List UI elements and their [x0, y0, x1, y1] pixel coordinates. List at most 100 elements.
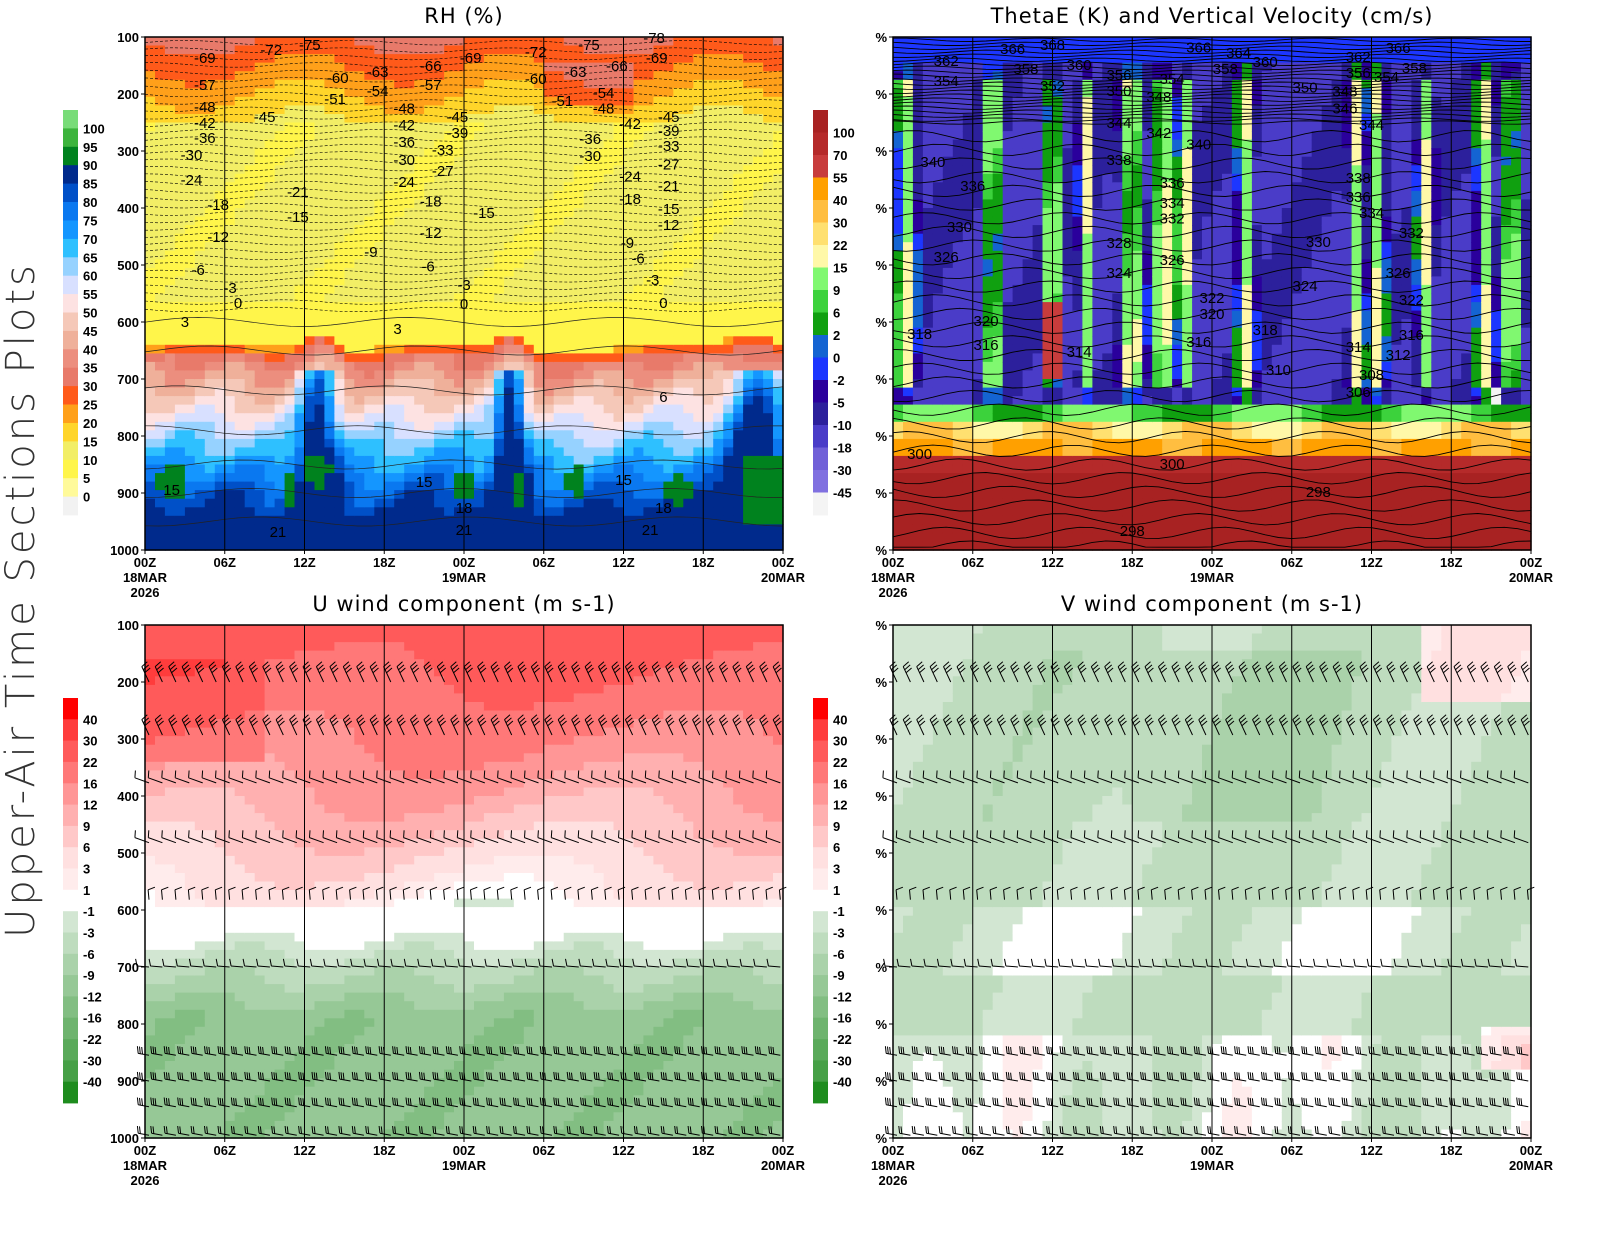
- contour-cell: [563, 182, 575, 192]
- contour-cell: [264, 233, 276, 243]
- contour-cell: [962, 259, 974, 269]
- contour-cell: [643, 370, 654, 380]
- contour-cell: [593, 267, 605, 278]
- contour-cell: [284, 490, 296, 500]
- contour-cell: [474, 208, 485, 218]
- contour-cell: [763, 430, 774, 440]
- contour-cell: [234, 293, 246, 303]
- contour-cell: [1002, 173, 1014, 183]
- contour-cell: [992, 173, 1004, 183]
- contour-cell: [723, 413, 734, 423]
- contour-cell: [334, 199, 345, 209]
- contour-cell: [483, 413, 495, 423]
- contour-cell: [613, 156, 625, 166]
- contour-cell: [354, 379, 365, 389]
- contour-cell: [992, 319, 1004, 329]
- contour-cell: [294, 413, 306, 423]
- contour-cell: [155, 131, 166, 141]
- contour-cell: [733, 242, 744, 252]
- contour-cell: [623, 190, 635, 201]
- contour-cell: [593, 182, 605, 192]
- contour-cell: [603, 250, 615, 260]
- contour-cell: [513, 515, 525, 525]
- contour-cell: [454, 532, 465, 543]
- contour-cell: [932, 88, 944, 98]
- contour-cell: [683, 490, 694, 500]
- contour-cell: [394, 293, 405, 303]
- contour-cell: [155, 114, 166, 124]
- contour-cell: [992, 310, 1004, 320]
- contour-cell: [613, 481, 625, 491]
- contour-cell: [1012, 45, 1024, 55]
- contour-cell: [344, 455, 355, 466]
- contour-cell: [294, 173, 306, 183]
- contour-cell: [982, 250, 994, 260]
- contour-cell: [304, 173, 316, 183]
- contour-cell: [414, 396, 425, 406]
- contour-cell: [174, 541, 186, 551]
- contour-cell: [274, 370, 286, 380]
- contour-cell: [972, 396, 984, 406]
- contour-cell: [444, 54, 455, 64]
- contour-cell: [573, 131, 585, 141]
- contour-cell: [234, 208, 246, 218]
- contour-label: -60: [525, 71, 547, 88]
- contour-cell: [733, 190, 744, 201]
- contour-cell: [244, 404, 256, 414]
- contour-cell: [623, 515, 635, 525]
- contour-cell: [703, 361, 714, 372]
- contour-cell: [753, 507, 764, 517]
- contour-cell: [593, 310, 605, 320]
- contour-cell: [573, 62, 585, 72]
- contour-cell: [244, 139, 256, 149]
- contour-cell: [753, 293, 764, 303]
- contour-cell: [613, 62, 625, 72]
- contour-cell: [513, 327, 525, 337]
- contour-cell: [673, 114, 684, 124]
- contour-cell: [713, 379, 724, 389]
- contour-cell: [155, 293, 166, 303]
- contour-cell: [982, 233, 994, 243]
- contour-cell: [264, 361, 276, 372]
- contour-cell: [643, 45, 654, 55]
- contour-cell: [354, 139, 365, 149]
- contour-cell: [733, 396, 744, 406]
- contour-cell: [204, 62, 216, 72]
- contour-cell: [693, 498, 704, 508]
- contour-cell: [184, 88, 196, 98]
- contour-cell: [503, 404, 515, 414]
- contour-cell: [184, 464, 196, 474]
- contour-cell: [264, 190, 276, 201]
- contour-cell: [493, 199, 505, 209]
- contour-cell: [424, 267, 435, 278]
- contour-cell: [1032, 79, 1044, 89]
- contour-cell: [204, 455, 216, 466]
- contour-cell: [673, 438, 684, 449]
- contour-cell: [1032, 182, 1044, 192]
- contour-cell: [703, 404, 714, 414]
- contour-cell: [723, 421, 734, 431]
- contour-cell: [713, 490, 724, 500]
- contour-cell: [174, 430, 186, 440]
- contour-cell: [214, 473, 226, 483]
- contour-cell: [374, 96, 385, 106]
- contour-cell: [763, 490, 774, 500]
- contour-cell: [982, 293, 994, 303]
- contour-cell: [663, 242, 674, 252]
- contour-cell: [244, 216, 256, 226]
- contour-cell: [703, 515, 714, 525]
- contour-cell: [464, 404, 475, 414]
- contour-cell: [284, 353, 296, 363]
- contour-cell: [454, 45, 465, 55]
- contour-cell: [314, 319, 326, 329]
- contour-cell: [573, 105, 585, 115]
- contour-cell: [344, 45, 355, 55]
- contour-cell: [155, 259, 166, 269]
- contour-cell: [773, 208, 784, 218]
- contour-cell: [384, 387, 395, 397]
- contour-cell: [324, 122, 335, 132]
- contour-cell: [384, 225, 395, 235]
- contour-cell: [543, 396, 555, 406]
- contour-cell: [703, 344, 714, 354]
- contour-cell: [394, 267, 405, 278]
